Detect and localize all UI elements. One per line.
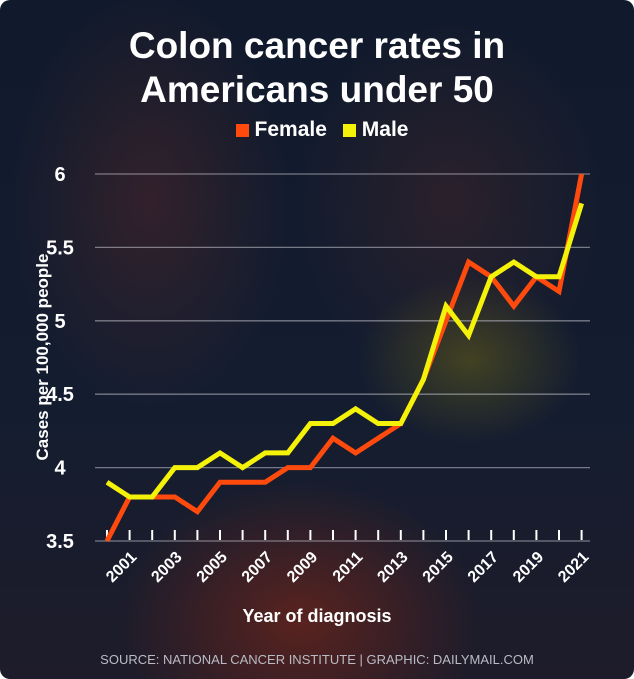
legend-label-male: Male (361, 118, 409, 141)
series-line-male (105, 202, 584, 500)
x-tick-label: 2009 (284, 549, 321, 586)
title-line-1: Colon cancer rates in (128, 25, 506, 66)
x-tick-label: 2019 (510, 549, 547, 586)
y-tick-label: 3.5 (46, 531, 74, 553)
x-tick-label: 2015 (420, 549, 457, 586)
x-axis-label: Year of diagnosis (242, 606, 391, 626)
x-tick-label: 2001 (103, 549, 140, 586)
x-tick-label: 2011 (330, 549, 367, 586)
legend: Female Male (0, 118, 634, 142)
y-tick-label: 4 (54, 458, 66, 480)
y-tick-label: 5 (54, 311, 65, 333)
x-tick-label: 2003 (148, 549, 185, 586)
y-tick-label: 5.5 (46, 237, 74, 259)
y-tick-label: 6 (54, 164, 65, 186)
x-tick-label: 2007 (239, 549, 276, 586)
series-line-female (104, 173, 585, 543)
y-tick-label: 4.5 (46, 384, 74, 406)
x-tick-label: 2017 (465, 549, 502, 586)
legend-label-female: Female (254, 118, 327, 141)
legend-swatch-male (342, 123, 356, 137)
y-axis-label: Cases per 100,000 people (33, 254, 52, 461)
chart-title: Colon cancer rates in Americans under 50 (0, 24, 634, 112)
source-credit: SOURCE: NATIONAL CANCER INSTITUTE | GRAP… (100, 652, 534, 667)
x-tick-label: 2013 (374, 549, 411, 586)
x-tick-label: 2005 (194, 549, 231, 586)
title-line-2: Americans under 50 (140, 69, 494, 110)
x-tick-label: 2021 (555, 549, 592, 586)
legend-swatch-female (235, 123, 249, 137)
